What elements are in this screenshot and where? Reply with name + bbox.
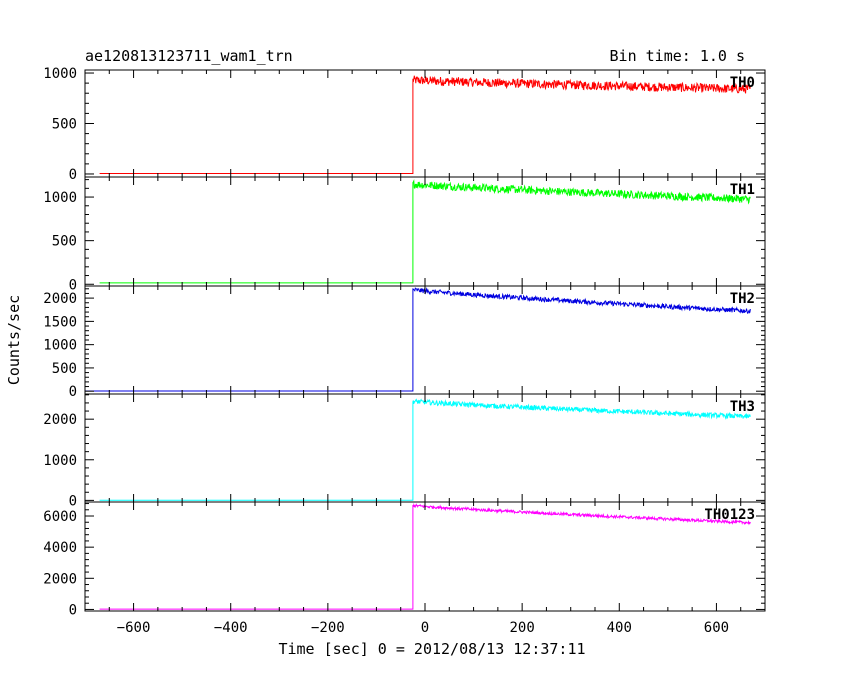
panel-label: TH1 — [730, 182, 755, 198]
series-line-th3 — [99, 398, 751, 501]
y-tick-label: 0 — [69, 602, 77, 618]
panel-frame — [84, 176, 766, 287]
y-tick-label: 1500 — [43, 314, 77, 330]
series-line-th2 — [85, 287, 751, 392]
panel-frame — [84, 69, 766, 178]
panel-frame — [84, 285, 766, 395]
x-tick-label: −200 — [311, 620, 345, 636]
panel-label: TH0123 — [704, 507, 755, 523]
y-tick-label: 500 — [52, 361, 77, 377]
y-tick-label: 0 — [69, 167, 77, 183]
panel-th3: 0 1000 2000 TH3 — [43, 393, 766, 509]
y-tick-label: 500 — [52, 117, 77, 133]
y-tick-label: 0 — [69, 384, 77, 400]
y-tick-label: 6000 — [43, 509, 77, 525]
y-tick-label: 2000 — [43, 412, 77, 428]
panel-th0: 0 500 1000 TH0 — [43, 66, 766, 183]
x-tick-label: −600 — [117, 620, 151, 636]
chart-title: ae120813123711_wam1_trn — [85, 47, 293, 65]
y-axis-label: Counts/sec — [5, 295, 23, 385]
y-tick-label: 1000 — [43, 453, 77, 469]
y-tick-label: 4000 — [43, 540, 77, 556]
panel-th2: 0 500 1000 1500 2000 TH2 — [43, 285, 766, 400]
y-tick-label: 0 — [69, 493, 77, 509]
y-tick-label: 1000 — [43, 338, 77, 354]
panel-th1: 0 500 1000 TH1 — [43, 176, 766, 293]
x-tick-label: 0 — [421, 620, 429, 636]
x-tick-label: 400 — [607, 620, 632, 636]
bin-time-label: Bin time: 1.0 s — [610, 47, 745, 65]
series-line-th0 — [99, 75, 751, 174]
series-line-th1 — [99, 179, 751, 284]
panel-frame — [84, 393, 766, 503]
x-tick-label: 600 — [704, 620, 729, 636]
y-tick-label: 0 — [69, 277, 77, 293]
x-tick-label: 200 — [509, 620, 534, 636]
y-tick-label: 2000 — [43, 291, 77, 307]
panel-label: TH2 — [730, 291, 755, 307]
y-tick-label: 1000 — [43, 190, 77, 206]
panel-th0123: 0 2000 4000 6000 TH0123 — [43, 501, 766, 618]
y-tick-label: 500 — [52, 234, 77, 250]
x-axis-label: Time [sec] 0 = 2012/08/13 12:37:11 — [278, 640, 585, 658]
panel-label: TH3 — [730, 399, 755, 415]
x-tick-label: −400 — [214, 620, 248, 636]
panel-label: TH0 — [730, 75, 755, 91]
y-tick-label: 1000 — [43, 66, 77, 82]
series-line-th0123 — [99, 502, 751, 610]
y-tick-label: 2000 — [43, 571, 77, 587]
panel-frame — [84, 501, 766, 612]
